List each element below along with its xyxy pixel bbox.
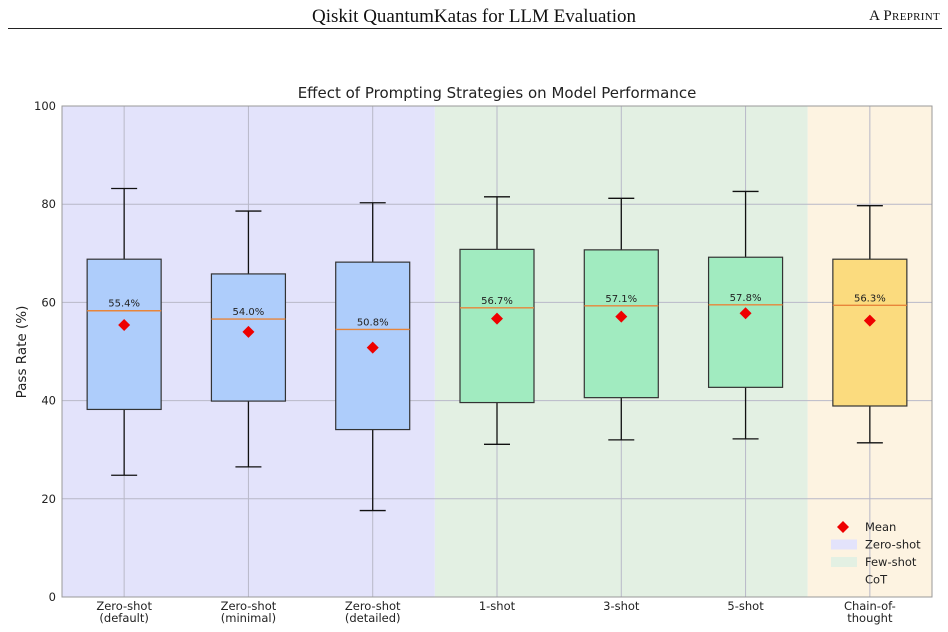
x-tick-label: Zero-shot — [221, 599, 277, 613]
mean-label: 56.3% — [854, 293, 886, 304]
x-tick-label: (default) — [99, 611, 148, 625]
mean-marker — [366, 341, 379, 354]
legend-label: CoT — [865, 573, 888, 587]
legend-label: Few-shot — [865, 555, 917, 569]
page-header-title: Qiskit QuantumKatas for LLM Evaluation — [312, 6, 636, 27]
x-tick-label: Chain-of- — [844, 599, 896, 613]
chart-title: Effect of Prompting Strategies on Model … — [298, 84, 697, 102]
mean-marker — [491, 312, 503, 325]
y-tick-label: 80 — [41, 197, 56, 211]
mean-label: 56.7% — [481, 296, 513, 307]
mean-label: 57.1% — [605, 294, 637, 305]
y-tick-label: 0 — [49, 590, 56, 604]
x-tick-label: (minimal) — [221, 611, 276, 625]
legend-mean-marker — [837, 521, 849, 533]
header-rule — [8, 28, 942, 29]
mean-marker — [118, 318, 131, 331]
box-body — [583, 249, 659, 399]
box-2: 50.8% — [335, 202, 411, 512]
x-tick-label: Zero-shot — [96, 599, 152, 613]
box-4: 57.1% — [583, 197, 659, 441]
mean-label: 55.4% — [108, 299, 140, 310]
axes: 020406080100Zero-shot(default)Zero-shot(… — [34, 99, 933, 625]
y-tick-label: 40 — [41, 394, 56, 408]
box-5: 57.8% — [707, 190, 784, 440]
page-header-label: A Preprint — [869, 8, 940, 24]
legend-label: Zero-shot — [865, 538, 921, 552]
mean-marker — [739, 307, 752, 320]
x-tick-label: Zero-shot — [345, 599, 401, 613]
x-tick-label: (detailed) — [345, 611, 401, 625]
box-body — [459, 248, 535, 404]
x-tick-label: 5-shot — [727, 599, 764, 613]
box-body — [707, 256, 784, 388]
box-0: 55.4% — [86, 187, 162, 476]
legend-swatch-cot — [831, 574, 857, 585]
x-tick-label: 3-shot — [603, 599, 640, 613]
mean-label: 50.8% — [357, 317, 389, 328]
mean-marker — [615, 310, 628, 323]
x-tick-label: thought — [847, 611, 893, 625]
box-1: 54.0% — [210, 210, 287, 468]
mean-label: 54.0% — [233, 307, 265, 318]
y-tick-label: 20 — [41, 492, 56, 506]
y-axis-label: Pass Rate (%) — [14, 306, 30, 399]
y-tick-label: 100 — [34, 99, 56, 113]
legend-label: Mean — [865, 520, 896, 534]
legend-swatch-few — [831, 557, 857, 567]
boxes: 55.4% 54.0% 50.8% 56.7% 57.1% 57.8% 56.3% — [86, 187, 908, 512]
legend-swatch-zero — [831, 539, 857, 550]
y-tick-label: 60 — [41, 295, 56, 309]
mean-marker — [863, 314, 876, 327]
plot-frame — [61, 105, 933, 598]
mean-marker — [242, 325, 255, 338]
x-tick-label: 1-shot — [479, 599, 516, 613]
mean-label: 57.8% — [730, 293, 762, 304]
box-body — [86, 258, 162, 411]
box-6: 56.3% — [832, 205, 908, 444]
legend: Mean Zero-shot Few-shot CoT — [831, 520, 921, 587]
box-3: 56.7% — [459, 196, 535, 445]
box-body — [832, 258, 908, 407]
